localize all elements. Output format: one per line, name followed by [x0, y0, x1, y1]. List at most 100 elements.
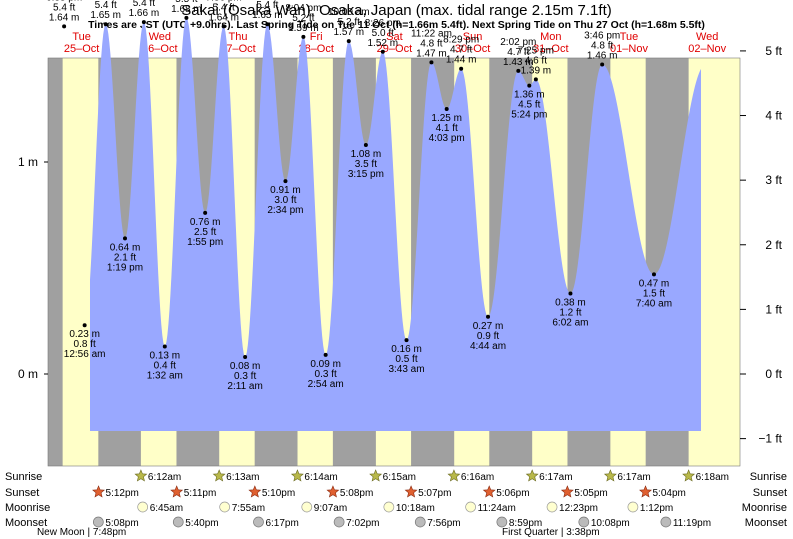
moonrise-time: 7:55am [232, 503, 265, 514]
tide-label-ft: 0.5 ft [395, 354, 417, 365]
row-label-moonrise-left: Moonrise [5, 502, 50, 514]
right-tick-label: 4 ft [765, 109, 782, 123]
tide-point [141, 20, 146, 25]
tide-label-time: 10:00 am [328, 7, 370, 18]
plot-frame [47, 57, 741, 467]
day-label-date: 31–Oct [533, 43, 568, 55]
tide-label-m: 1.57 m [333, 27, 364, 38]
night-band [48, 58, 63, 466]
tide-label-time: 2:54 am [308, 379, 344, 390]
tide-point [82, 323, 87, 328]
moon-icon [465, 501, 476, 513]
sun-icon [92, 485, 105, 498]
tide-label-time: 2:02 pm [500, 37, 536, 48]
tide-label-time: 7:25 pm [518, 45, 554, 56]
tide-label-time: 1:19 pm [107, 262, 143, 273]
sunset-time: 5:07pm [418, 488, 451, 499]
tide-label-time: 5:24 pm [511, 110, 547, 121]
row-label-sunset-right: Sunset [753, 487, 787, 499]
tide-label-ft: 5.4 ft [256, 0, 278, 11]
moon-icon [219, 501, 231, 513]
day-label-date: 25–Oct [64, 43, 99, 55]
tide-label-m: 0.09 m [310, 359, 341, 370]
tide-point [122, 236, 127, 241]
tide-label-ft: 5.2 ft [338, 17, 360, 28]
sun-icon [603, 469, 617, 482]
tide-label-ft: 1.2 ft [559, 307, 581, 318]
day-label-dow: Wed [696, 31, 718, 43]
day-label-dow: Fri [310, 31, 323, 43]
tide-area [90, 17, 701, 432]
tide-label-m: 1.46 m [587, 50, 618, 61]
day-label-date: 26–Oct [142, 43, 177, 55]
tide-label-time: 2:11 am [227, 381, 262, 392]
tide-label-time: 7:24 am [88, 0, 124, 1]
day-label-date: 01–Nov [610, 43, 648, 55]
sunset-time: 5:11pm [184, 488, 217, 499]
tide-label-m: 1.08 m [351, 149, 382, 160]
sunrise-time: 6:18am [696, 472, 729, 483]
day-label-dow: Sun [463, 31, 483, 43]
tide-label-ft: 5.4 ft [213, 2, 235, 13]
tide-label-m: 1.47 m [416, 48, 447, 59]
astro-events: Sunrise Sunrise Sunset Sunset Moonrise Moonri… [5, 469, 787, 538]
tide-label-ft: 3.0 ft [274, 195, 296, 206]
moon-icon [660, 516, 672, 528]
sunset-time: 5:04pm [653, 488, 686, 499]
tide-point [184, 15, 189, 20]
tide-label-time: 2:34 pm [267, 205, 303, 216]
tide-label-ft: 4.8 ft [420, 38, 442, 49]
day-label-date: 02–Nov [688, 43, 726, 55]
row-label-sunset-left: Sunset [5, 487, 39, 499]
tide-label-time: 6:02 am [552, 317, 588, 328]
row-label-moonrise-right: Moonrise [742, 502, 787, 514]
sunrise-time: 6:16am [461, 472, 494, 483]
tide-point [444, 107, 449, 111]
tide-point [600, 62, 605, 67]
moonrise-time: 12:23pm [559, 503, 598, 514]
moonset-time: 6:17pm [265, 518, 298, 529]
moon-phase-label: First Quarter | 3:38pm [502, 527, 600, 538]
moonrise-time: 10:18am [396, 503, 435, 514]
day-label-date: 28–Oct [298, 43, 333, 55]
sun-icon [482, 485, 496, 498]
chart-subtitle: Times are JST (UTC +9.0hrs). Last Spring… [88, 19, 705, 31]
sun-icon [326, 485, 340, 498]
tide-label-ft: 3.5 ft [355, 159, 377, 170]
sunrise-time: 6:17am [539, 472, 572, 483]
tide-label-time: 7:40 am [636, 298, 672, 309]
tide-label-ft: 4.6 ft [525, 55, 547, 66]
tide-label-m: 0.08 m [230, 361, 261, 372]
day-labels: Tue25–OctWed26–OctThu27–OctFri28–OctSat2… [64, 31, 727, 55]
tide-label-m: 0.91 m [270, 185, 301, 196]
tide-label-m: 0.76 m [190, 217, 221, 228]
tide-label-time: 12:56 am [64, 349, 106, 360]
moonset-time: 7:02pm [346, 518, 379, 529]
moonrise-time: 6:45am [150, 503, 183, 514]
sun-icon [290, 469, 304, 482]
moonrise-time: 9:07am [314, 503, 347, 514]
tide-point [404, 338, 409, 343]
day-label-date: 30–Oct [455, 43, 490, 55]
sun-icon [170, 485, 184, 498]
tide-point [243, 355, 248, 360]
sunrise-time: 6:17am [617, 472, 650, 483]
tide-label-time: 3:43 am [388, 364, 424, 375]
tide-point [533, 77, 538, 82]
tide-label-m: 0.47 m [639, 278, 670, 289]
tide-point [323, 352, 328, 357]
sun-icon [447, 469, 461, 482]
tide-label-m: 1.59 m [288, 23, 319, 34]
sun-icon [248, 485, 262, 498]
tide-point [221, 24, 226, 29]
right-tick-label: 1 ft [765, 302, 782, 316]
tide-point [516, 68, 521, 73]
tide-point [568, 291, 573, 296]
moon-icon [301, 501, 313, 513]
row-label-sunrise-right: Sunrise [750, 471, 787, 483]
tide-label-ft: 5.4 ft [95, 0, 117, 11]
sun-icon [212, 469, 226, 482]
tide-label-time: 8:04 pm [285, 3, 321, 14]
tide-label-time: 8:26 pm [365, 18, 401, 29]
